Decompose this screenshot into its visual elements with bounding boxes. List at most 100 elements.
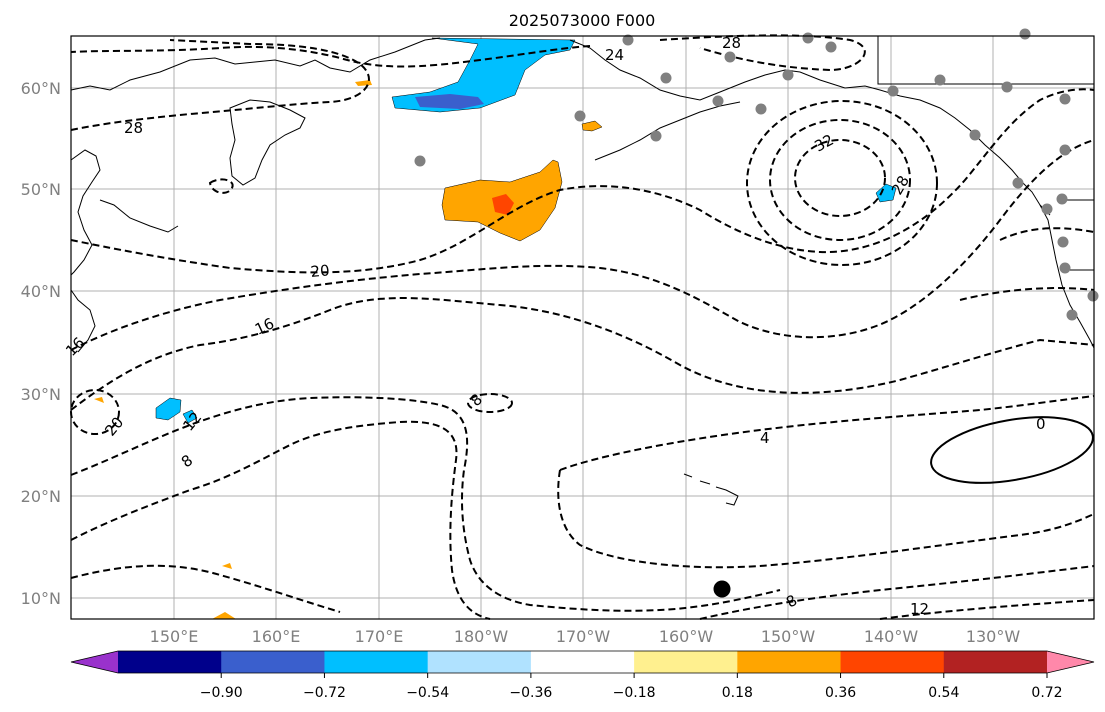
colorbar-tick-label: 0.36: [825, 685, 856, 701]
contour-12-se: [879, 599, 1095, 620]
contour-8-se: [699, 565, 1095, 620]
station-marker: [825, 41, 837, 53]
colorbar-tick-label: −0.36: [509, 685, 552, 701]
border-alaska-canada: [877, 36, 1094, 85]
positive-anomaly-small-1: [581, 120, 603, 132]
station-marker: [724, 51, 736, 63]
lat-tick-label: 40°N: [21, 282, 61, 301]
lat-axis: 60°N 50°N 40°N 30°N 20°N 10°N: [21, 79, 61, 608]
contour-20: [70, 88, 1095, 274]
contour-30: [769, 119, 911, 241]
strong-negative-anomaly-bering: [415, 94, 484, 109]
lat-tick-label: 30°N: [21, 385, 61, 404]
contour-east-1: [999, 227, 1095, 241]
contour-8-sw: [70, 564, 341, 613]
coast-alaska: [569, 39, 1051, 216]
contour-label: 28: [722, 34, 741, 52]
colorbar-segment: [427, 651, 532, 673]
colorbar-segment: [118, 651, 222, 673]
contour-32: [794, 139, 886, 217]
station-marker: [1012, 177, 1024, 189]
station-marker: [1087, 290, 1099, 302]
colorbar-tick-label: −0.90: [200, 685, 243, 701]
station-marker: [622, 34, 634, 46]
lon-axis: 150°E 160°E 170°E 180°W 170°W 160°W 150°…: [150, 627, 1021, 646]
colorbar-ticks: −0.90 −0.72 −0.54 −0.36 −0.18 0.18 0.36 0.54 0.7…: [200, 673, 1063, 701]
coast-japan-north: [70, 149, 101, 276]
lon-tick-label: 150°W: [761, 627, 816, 646]
station-marker: [1019, 28, 1031, 40]
colorbar-tick-label: −0.18: [613, 685, 656, 701]
colorbar-extend-min: [71, 651, 118, 673]
station-marker: [934, 74, 946, 86]
contour-label: 12: [910, 600, 929, 618]
lon-tick-label: 160°W: [659, 627, 714, 646]
station-marker: [414, 155, 426, 167]
lat-tick-label: 50°N: [21, 180, 61, 199]
contour-28-north: [659, 34, 866, 72]
lon-tick-label: 150°E: [150, 627, 199, 646]
colorbar-segment: [530, 651, 635, 673]
colorbar-outline: [70, 650, 1095, 674]
positive-anomaly-small-4: [222, 563, 232, 569]
station-marker: [1059, 262, 1071, 274]
positive-anomaly-small-2: [355, 80, 372, 86]
coast-hawaii: [715, 486, 739, 506]
strong-positive-anomaly-central: [492, 194, 514, 215]
negative-anomaly-west-1: [155, 397, 182, 421]
negative-anomaly-bering: [391, 37, 576, 113]
coast-siberia: [70, 37, 441, 91]
colorbar-segment: [840, 651, 945, 673]
positive-anomaly-small-3: [212, 612, 236, 619]
contour-label: 20: [310, 261, 331, 281]
lon-tick-label: 170°W: [556, 627, 611, 646]
contour-28-low: [746, 100, 938, 266]
map-title: 2025073000 F000: [509, 11, 656, 30]
station-marker: [782, 69, 794, 81]
contour-8-west: [70, 420, 491, 620]
lon-tick-label: 130°W: [966, 627, 1021, 646]
lon-tick-label: 180°W: [454, 627, 509, 646]
contour-east-2: [959, 287, 1095, 301]
coast-aleutians: [594, 101, 741, 161]
contour-label: 4: [760, 429, 770, 447]
lat-tick-label: 20°N: [21, 487, 61, 506]
colorbar-segment: [737, 651, 842, 673]
lon-tick-label: 140°W: [864, 627, 919, 646]
contour-label: 24: [605, 46, 624, 64]
station-marker: [1059, 144, 1071, 156]
colorbar-tick-label: 0.72: [1031, 685, 1062, 701]
station-marker: [1001, 81, 1013, 93]
stations: [414, 28, 1099, 321]
location-marker: [713, 580, 731, 598]
colorbar-segment: [634, 651, 738, 673]
contour-4-south: [557, 469, 1095, 569]
station-marker: [650, 130, 662, 142]
station-marker: [660, 72, 672, 84]
station-marker: [969, 129, 981, 141]
station-marker: [1059, 93, 1071, 105]
contours: [70, 34, 1095, 620]
contour-0-solid: [930, 416, 1094, 484]
station-marker: [887, 85, 899, 97]
contour-16: [70, 139, 1095, 351]
station-marker: [1066, 309, 1078, 321]
station-marker: [1056, 193, 1068, 205]
colorbar-tick-label: 0.54: [928, 685, 959, 701]
lat-tick-label: 10°N: [21, 589, 61, 608]
station-marker: [712, 95, 724, 107]
coast-north-america: [1039, 204, 1095, 349]
negative-anomaly-gulf: [875, 183, 897, 203]
contour-12-west: [70, 396, 781, 612]
colorbar-segment: [221, 651, 325, 673]
positive-anomaly-small-5: [94, 397, 104, 403]
contour-24: [70, 45, 591, 68]
map-border: [70, 35, 1095, 620]
contour-8-small: [467, 393, 513, 413]
lat-tick-label: 60°N: [21, 79, 61, 98]
colorbar-tick-label: −0.54: [406, 685, 449, 701]
map-panel: 24 28 28 32 28 20 16 16 20 12 8 8 4 0 8 …: [62, 28, 1099, 620]
colorbar-segment: [943, 651, 1048, 673]
station-marker: [574, 110, 586, 122]
